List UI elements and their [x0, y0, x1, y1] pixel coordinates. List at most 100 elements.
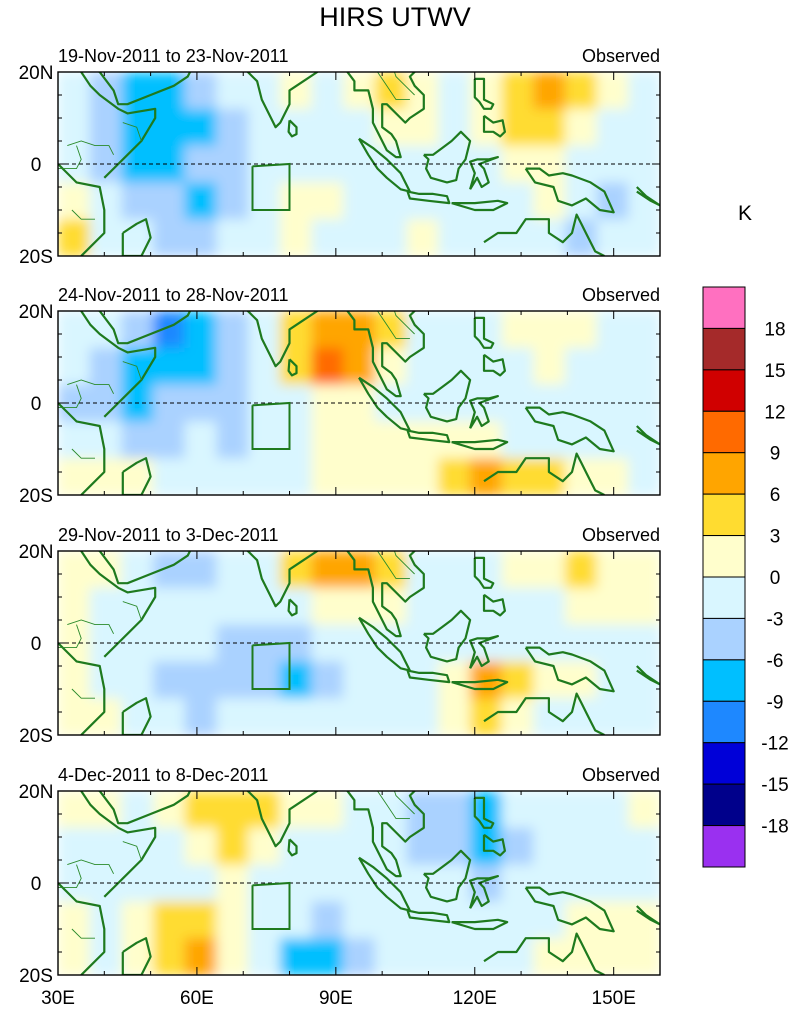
field-cell: [121, 698, 154, 735]
coastline: [469, 395, 499, 429]
field-cell: [596, 182, 629, 220]
field-cell: [89, 698, 122, 735]
field-cell: [279, 938, 313, 975]
panel-date-range: 19-Nov-2011 to 23-Nov-2011: [58, 46, 288, 66]
panel-label: Observed: [582, 525, 660, 545]
field-cell: [533, 108, 566, 147]
field-cell: [311, 661, 344, 699]
colorbar-label: -15: [761, 775, 788, 796]
target-box: [251, 641, 291, 690]
coastline: [451, 438, 509, 451]
field-cell: [564, 587, 598, 626]
coastline: [524, 886, 615, 933]
field-cell: [153, 72, 186, 110]
field-cell: [216, 421, 249, 459]
coastline: [80, 72, 157, 179]
field-cell: [596, 698, 629, 735]
coastlines: [58, 551, 660, 735]
field-cell: [406, 698, 439, 735]
colorbar-swatch: [702, 825, 746, 868]
field-cell: [311, 311, 344, 349]
field-cell: [153, 551, 186, 589]
field-cell: [121, 938, 154, 975]
y-tick-label: 0: [31, 874, 42, 895]
field-cell: [628, 551, 660, 589]
field-cell: [438, 182, 471, 220]
field-cell: [533, 311, 566, 349]
field-cell: [406, 827, 439, 866]
field-cell: [248, 698, 281, 735]
field-cell: [89, 901, 122, 939]
field-cell: [89, 347, 122, 386]
coastline: [636, 905, 660, 926]
field-cell: [89, 587, 122, 626]
field-cell: [153, 182, 186, 220]
field-cell: [501, 698, 534, 735]
country-border: [122, 841, 142, 861]
field-cell: [216, 791, 249, 829]
target-box: [251, 401, 291, 450]
field-cell: [184, 901, 218, 939]
field-cell: [596, 791, 629, 829]
field-cell: [153, 458, 186, 495]
field-cell: [374, 182, 408, 220]
field-cell: [184, 827, 218, 866]
field-cell: [501, 72, 534, 110]
field-cell: [216, 219, 249, 256]
coastline: [287, 358, 298, 377]
coastline: [81, 311, 192, 345]
coastline: [81, 551, 192, 585]
field-cell: [596, 458, 629, 495]
field-cell: [564, 72, 598, 110]
field-cell: [279, 421, 313, 459]
coastline: [473, 77, 495, 110]
colorbar-label: 0: [770, 568, 781, 589]
field-cell: [596, 587, 629, 626]
field-cell: [58, 901, 91, 939]
field-cell: [343, 938, 376, 975]
field-cell: [406, 938, 439, 975]
y-tick-label: 20N: [19, 782, 54, 803]
field-cell: [153, 347, 186, 386]
field-cell: [438, 901, 471, 939]
field-cell: [89, 108, 122, 147]
country-border: [122, 361, 142, 381]
country-border: [122, 122, 142, 142]
country-border: [67, 859, 115, 875]
field-cell: [89, 458, 122, 495]
colorbar-swatch: [702, 410, 746, 454]
field-cell: [374, 938, 408, 975]
coastline: [287, 838, 298, 857]
field-cell: [501, 901, 534, 939]
field-cell: [279, 219, 313, 256]
coastline: [58, 163, 106, 256]
field-cell: [58, 587, 91, 626]
field-cell: [58, 458, 91, 495]
colorbar-label: 3: [770, 527, 781, 548]
field-cell: [628, 938, 660, 975]
colorbar-unit: K: [738, 202, 752, 225]
field-cell: [216, 108, 249, 147]
y-tick-label: 20N: [19, 302, 54, 323]
field-cell: [469, 219, 503, 256]
field-cell: [501, 311, 534, 349]
country-border: [71, 448, 95, 459]
colorbar-label: 9: [770, 444, 781, 465]
field-cell: [469, 347, 503, 386]
field-cell: [153, 587, 186, 626]
field-cell: [89, 421, 122, 459]
field-cell: [501, 827, 534, 866]
y-tick-label: 0: [31, 634, 42, 655]
field-cell: [216, 698, 249, 735]
field-cell: [58, 938, 91, 975]
field-cell: [374, 458, 408, 495]
field-cell: [438, 938, 471, 975]
map-panel-4: 20N 0 20S 4-Dec-2011 to 8-Dec-2011 Observed: [19, 765, 661, 987]
coastline: [246, 72, 319, 129]
field-cell: [153, 791, 186, 829]
field-cell: [311, 458, 344, 495]
country-border: [67, 379, 115, 395]
y-tick-label: 20S: [19, 247, 53, 268]
coastline: [423, 130, 472, 184]
y-tick-label: 20N: [19, 542, 54, 563]
